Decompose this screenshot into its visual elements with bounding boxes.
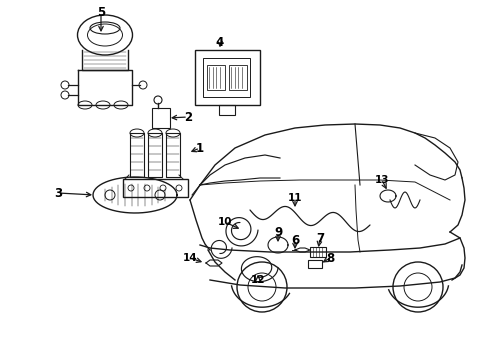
Bar (310, 247, 326, 257)
Bar (152, 108, 170, 128)
Text: 7: 7 (316, 231, 324, 244)
Text: 9: 9 (274, 225, 282, 239)
Text: 6: 6 (291, 234, 299, 247)
Text: 13: 13 (375, 175, 389, 185)
Bar (123, 179, 188, 197)
Bar (219, 105, 235, 115)
Bar (195, 50, 260, 105)
Text: 5: 5 (97, 5, 105, 18)
Text: 10: 10 (218, 217, 232, 227)
Bar (308, 260, 322, 268)
Text: 3: 3 (54, 186, 62, 199)
Text: 1: 1 (196, 141, 204, 154)
Text: 12: 12 (251, 275, 265, 285)
Bar (229, 65, 247, 90)
Bar (203, 58, 250, 97)
Text: 8: 8 (326, 252, 334, 265)
Bar (207, 65, 225, 90)
Text: 11: 11 (288, 193, 302, 203)
Text: 4: 4 (216, 36, 224, 49)
Text: 14: 14 (183, 253, 197, 263)
Text: 2: 2 (184, 111, 192, 123)
